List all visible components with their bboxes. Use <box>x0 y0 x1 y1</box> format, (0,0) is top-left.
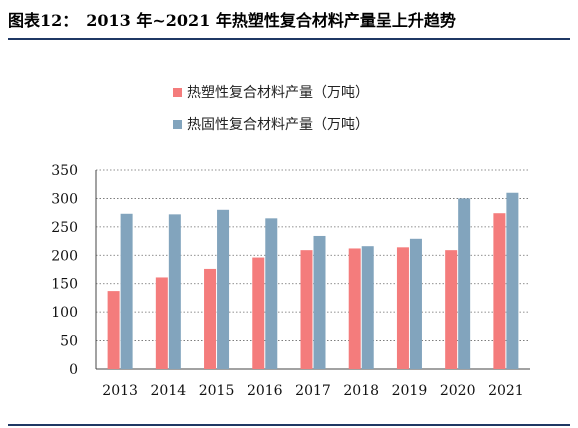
figure-label: 图表12： <box>8 11 79 30</box>
x-tick-label: 2016 <box>247 383 283 399</box>
y-tick-label: 200 <box>51 248 78 264</box>
bar-2018-series-0 <box>348 248 361 369</box>
bar-2013-series-1 <box>120 213 133 369</box>
x-tick-label: 2015 <box>199 383 235 399</box>
x-tick-label: 2014 <box>151 383 187 399</box>
legend-swatch-0 <box>173 88 182 97</box>
figure-title-text: 2013 年~2021 年热塑性复合材料产量呈上升趋势 <box>86 11 456 30</box>
figure-title: 图表12： 2013 年~2021 年热塑性复合材料产量呈上升趋势 <box>8 6 570 36</box>
legend-swatch-1 <box>173 120 182 129</box>
y-tick-label: 100 <box>51 305 78 321</box>
bar-2015-series-0 <box>204 268 217 369</box>
y-tick-label: 150 <box>51 277 78 293</box>
bar-2013-series-0 <box>107 291 120 369</box>
x-tick-label: 2021 <box>488 383 524 399</box>
bar-2015-series-1 <box>217 209 230 369</box>
legend-label-1: 热固性复合材料产量（万吨） <box>187 116 369 133</box>
x-tick-label: 2018 <box>343 383 379 399</box>
x-tick-label: 2013 <box>102 383 138 399</box>
y-tick-label: 350 <box>51 163 78 179</box>
y-tick-label: 300 <box>51 191 78 207</box>
legend-label-0: 热塑性复合材料产量（万吨） <box>187 84 369 101</box>
bar-2014-series-0 <box>155 277 168 369</box>
x-tick-label: 2017 <box>295 383 331 399</box>
bar-2021-series-1 <box>506 192 519 369</box>
bar-2017-series-1 <box>313 235 326 369</box>
x-tick-label: 2019 <box>392 383 428 399</box>
bar-2019-series-1 <box>409 238 422 369</box>
bar-2018-series-1 <box>361 246 374 369</box>
title-rule <box>8 38 570 40</box>
bar-2021-series-0 <box>493 213 506 369</box>
footer-rule <box>8 424 570 426</box>
y-tick-label: 50 <box>60 334 78 350</box>
bar-2016-series-1 <box>265 218 278 369</box>
x-tick-label: 2020 <box>440 383 476 399</box>
bar-2014-series-1 <box>168 214 181 369</box>
bar-2020-series-1 <box>458 198 471 369</box>
bar-2017-series-0 <box>300 250 313 369</box>
bar-2019-series-0 <box>396 247 409 369</box>
y-tick-label: 0 <box>69 362 78 378</box>
y-tick-label: 250 <box>51 220 78 236</box>
bar-2020-series-0 <box>445 250 458 369</box>
bar-2016-series-0 <box>252 257 265 369</box>
